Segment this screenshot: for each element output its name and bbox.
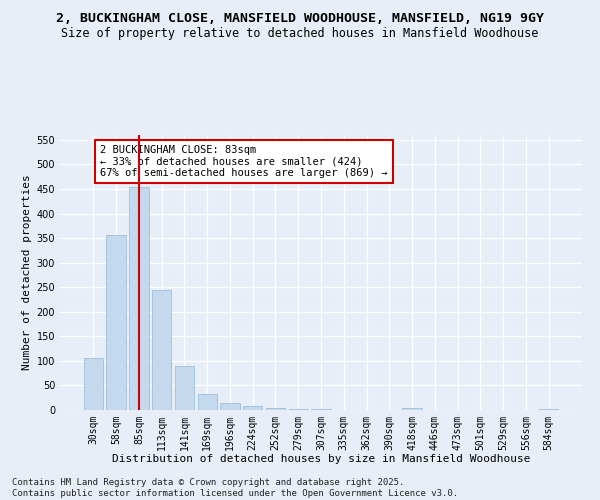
Bar bbox=[106, 234, 126, 410]
Bar bbox=[403, 408, 422, 410]
Text: 2 BUCKINGHAM CLOSE: 83sqm
← 33% of detached houses are smaller (424)
67% of semi: 2 BUCKINGHAM CLOSE: 83sqm ← 33% of detac… bbox=[100, 145, 388, 178]
Bar bbox=[175, 366, 194, 410]
Bar bbox=[220, 403, 239, 410]
Bar bbox=[539, 408, 558, 410]
Bar bbox=[197, 394, 217, 410]
Text: 2, BUCKINGHAM CLOSE, MANSFIELD WOODHOUSE, MANSFIELD, NG19 9GY: 2, BUCKINGHAM CLOSE, MANSFIELD WOODHOUSE… bbox=[56, 12, 544, 26]
X-axis label: Distribution of detached houses by size in Mansfield Woodhouse: Distribution of detached houses by size … bbox=[112, 454, 530, 464]
Bar bbox=[152, 290, 172, 410]
Bar bbox=[84, 358, 103, 410]
Bar bbox=[266, 408, 285, 410]
Text: Size of property relative to detached houses in Mansfield Woodhouse: Size of property relative to detached ho… bbox=[61, 28, 539, 40]
Bar bbox=[243, 406, 262, 410]
Bar bbox=[289, 408, 308, 410]
Y-axis label: Number of detached properties: Number of detached properties bbox=[22, 174, 32, 370]
Bar bbox=[129, 187, 149, 410]
Bar bbox=[311, 409, 331, 410]
Text: Contains HM Land Registry data © Crown copyright and database right 2025.
Contai: Contains HM Land Registry data © Crown c… bbox=[12, 478, 458, 498]
